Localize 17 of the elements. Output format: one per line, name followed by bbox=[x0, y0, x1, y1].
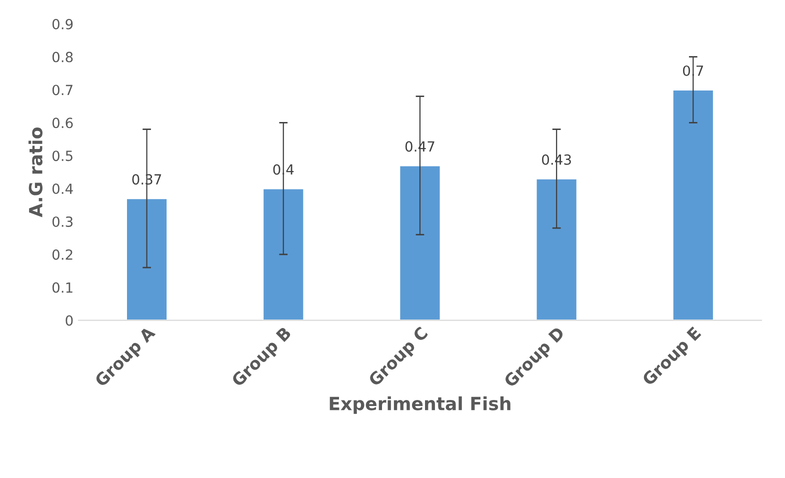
y-tick-label: 0.3 bbox=[52, 216, 73, 227]
y-tick-label: 0.6 bbox=[52, 118, 73, 128]
y-tick-label: 0.5 bbox=[52, 150, 72, 162]
y-tick-label: 0 bbox=[66, 315, 73, 326]
y-tick-label: 0.2 bbox=[52, 249, 72, 260]
y-tick-label: 0.1 bbox=[52, 282, 72, 293]
bar bbox=[126, 198, 168, 320]
bar bbox=[262, 188, 305, 320]
y-tick-label: 0.4 bbox=[52, 184, 73, 194]
bar bbox=[398, 164, 442, 320]
x-axis-title: Experimental Fish bbox=[330, 396, 510, 414]
y-tick-label: 0.9 bbox=[52, 18, 73, 30]
bar bbox=[672, 89, 714, 320]
y-axis-title: A.G ratio bbox=[28, 128, 42, 218]
y-tick-label: 0.8 bbox=[52, 52, 73, 62]
bar bbox=[535, 178, 578, 320]
y-tick-label: 0.7 bbox=[52, 84, 72, 96]
